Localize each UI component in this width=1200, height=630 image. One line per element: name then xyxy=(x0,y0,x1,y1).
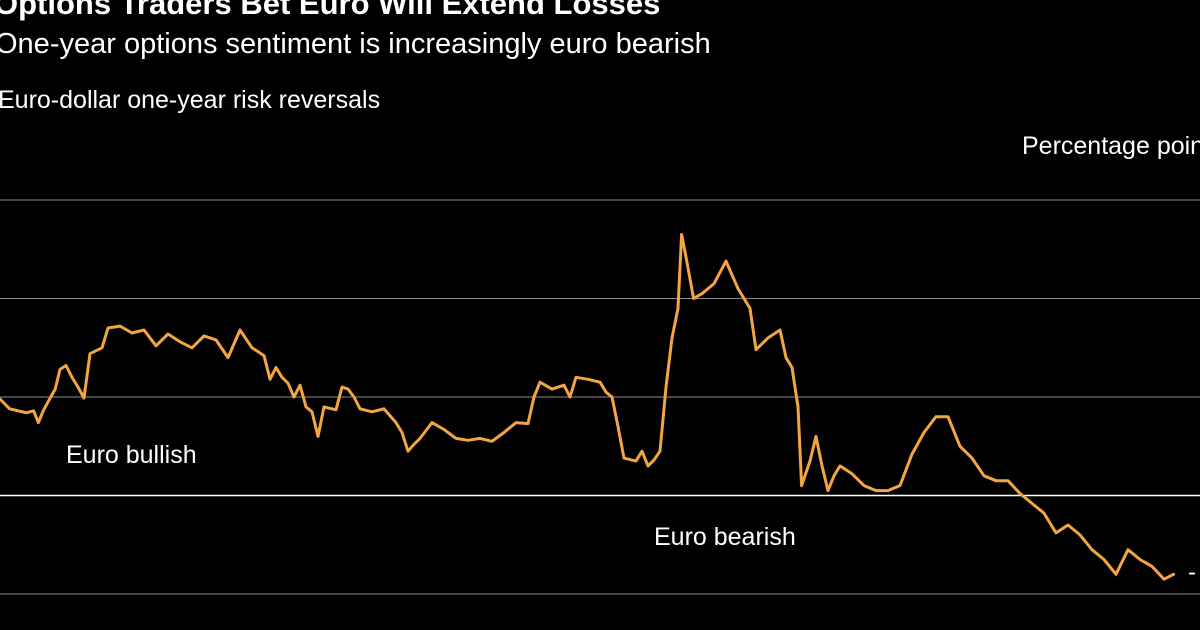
series-label: Euro-dollar one-year risk reversals xyxy=(0,86,381,114)
annotation-label: Euro bullish xyxy=(66,441,197,469)
y-axis-unit-label: Percentage points xyxy=(1022,132,1200,160)
gridlines xyxy=(0,199,1200,595)
series-layer xyxy=(0,233,1176,581)
last-value-label: - xyxy=(1188,559,1196,586)
annotations: Euro bullish Euro bearish xyxy=(66,441,796,551)
chart-title: Options Traders Bet Euro Will Extend Los… xyxy=(0,0,661,21)
series-line-0 xyxy=(0,233,1176,581)
annotation-label: Euro bearish xyxy=(654,523,796,551)
chart-subtitle: One-year options sentiment is increasing… xyxy=(0,28,711,60)
